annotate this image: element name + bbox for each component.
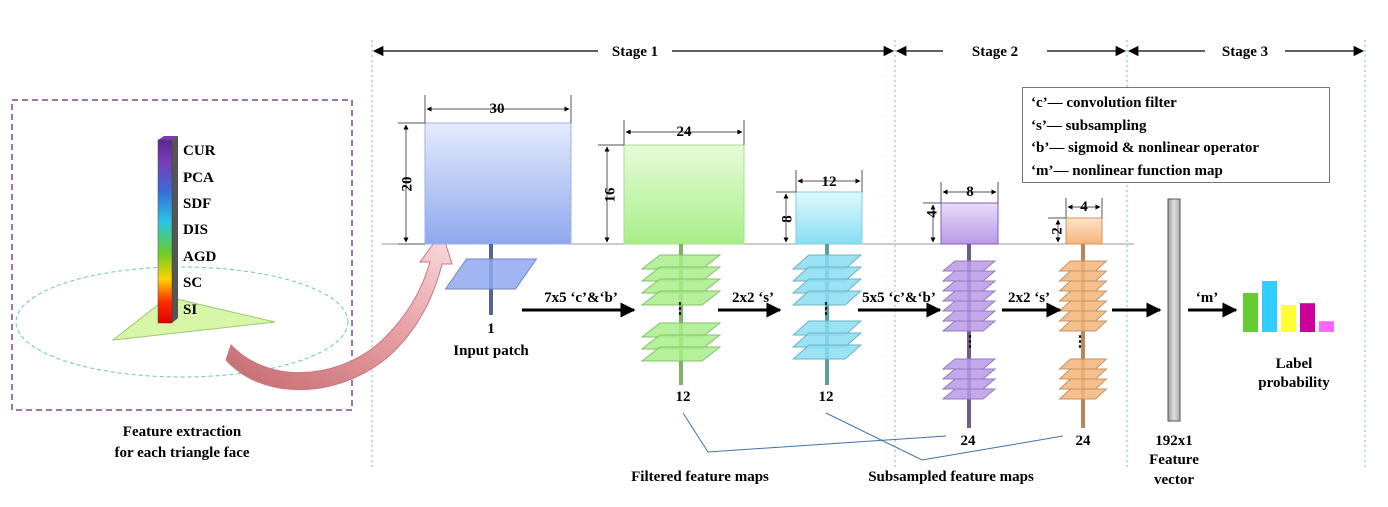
dimension-lines — [398, 95, 1103, 245]
op-map-label: ‘m’ — [1195, 290, 1219, 306]
sub2-width-label: 4 — [1080, 199, 1088, 215]
sub2-layer — [1058, 378, 1108, 390]
input-map — [424, 122, 572, 245]
sub2-layer — [1058, 310, 1108, 322]
feature-bar-side — [172, 136, 178, 323]
feature-vector-bar — [1167, 198, 1181, 422]
sub2-count: 24 — [1075, 433, 1091, 449]
conv2-layer — [941, 300, 997, 312]
conv2-layer — [941, 270, 997, 282]
sub1-map — [795, 191, 863, 245]
conv2-map — [940, 202, 999, 245]
legend-item: ‘m’— nonlinear function map — [1031, 162, 1223, 179]
op-conv2-label: 5x5 ‘c’&‘b’ — [862, 290, 936, 306]
stage-3-label: Stage 3 — [1221, 44, 1269, 60]
filtered-maps-label: Filtered feature maps — [631, 469, 769, 485]
feature-caption-line1: Feature extraction — [122, 424, 242, 440]
feature-label: PCA — [183, 170, 214, 186]
probability-bar — [1243, 293, 1258, 332]
probability-bars — [1243, 281, 1334, 332]
sub2-layer — [1058, 358, 1108, 370]
feature-label: DIS — [183, 222, 209, 238]
conv1-height-label: 16 — [602, 187, 619, 203]
conv2-height-label: 4 — [924, 210, 941, 218]
curved-arrow — [225, 230, 453, 391]
sub2-map — [1065, 217, 1103, 245]
sub2-layer — [1058, 270, 1108, 282]
conv1-layer — [640, 290, 722, 306]
label-probability-label: probability — [1258, 375, 1330, 391]
sub2-layer — [1058, 320, 1108, 332]
sub2-layer — [1058, 368, 1108, 380]
sub1-layer — [791, 344, 863, 360]
conv2-layer — [941, 310, 997, 322]
conv2-width-label: 8 — [966, 184, 974, 200]
conv2-layer — [941, 388, 997, 400]
conv2-layer — [941, 290, 997, 302]
sub2-layer — [1058, 260, 1108, 272]
legend-item: ‘s’— subsampling — [1031, 117, 1147, 134]
legend-item: ‘c’— convolution filter — [1031, 95, 1177, 111]
conv2-layer — [941, 320, 997, 332]
feature-vector-size: 192x1 — [1155, 433, 1193, 449]
input-layer — [444, 258, 538, 290]
connector-lines — [682, 412, 1064, 461]
stack-ellipsis: ⋮ — [962, 334, 978, 350]
probability-bar — [1281, 305, 1296, 332]
sub2-layer — [1058, 300, 1108, 312]
feature-label: CUR — [183, 143, 216, 159]
layer-stacks — [444, 244, 1108, 428]
feature-bar-top — [158, 136, 178, 140]
stack-ellipsis: ⋮ — [818, 301, 834, 317]
subsampled-maps-label: Subsampled feature maps — [868, 469, 1034, 485]
triangle-face-ellipse — [15, 266, 349, 378]
conv2-layer — [941, 280, 997, 292]
stack-ellipsis: ⋮ — [672, 301, 688, 317]
input-patch-label: Input patch — [453, 343, 529, 359]
op-conv1-label: 7x5 ‘c’&‘b’ — [544, 290, 618, 306]
conv2-layer — [941, 368, 997, 380]
label-probability-label: Label — [1275, 356, 1313, 372]
feature-label: SC — [183, 275, 203, 291]
sub2-height-label: 2 — [1049, 227, 1066, 235]
sub2-layer — [1058, 290, 1108, 302]
conv1-count: 12 — [675, 389, 691, 405]
feature-vector-label: Feature — [1149, 452, 1199, 468]
feature-label: AGD — [183, 249, 217, 265]
probability-bar — [1319, 321, 1334, 332]
stage-2-label: Stage 2 — [971, 44, 1019, 60]
legend-item: ‘b’— sigmoid & nonlinear operator — [1031, 140, 1260, 156]
legend: ‘c’— convolution filter ‘s’— subsampling… — [1022, 87, 1330, 183]
conv2-layer — [941, 260, 997, 272]
feature-label: SI — [183, 302, 198, 318]
sub2-layer — [1058, 280, 1108, 292]
feature-label: SDF — [183, 196, 212, 212]
op-sub2-label: 2x2 ‘s’ — [1007, 290, 1051, 306]
input-width-label: 30 — [489, 101, 505, 117]
sub2-layer — [1058, 388, 1108, 400]
feature-caption-line2: for each triangle face — [114, 445, 250, 461]
feature-extraction-box — [11, 99, 353, 411]
stage-1-label: Stage 1 — [611, 44, 659, 60]
sub1-layer — [791, 290, 863, 306]
op-sub1-label: 2x2 ‘s’ — [731, 290, 775, 306]
conv2-count: 24 — [960, 433, 976, 449]
conv1-map — [623, 144, 745, 245]
input-count: 1 — [487, 321, 495, 337]
feature-vector-label: vector — [1154, 472, 1194, 488]
triangle-face — [111, 296, 276, 341]
sub1-height-label: 8 — [779, 215, 796, 223]
probability-bar — [1300, 303, 1315, 332]
conv1-width-label: 24 — [676, 124, 692, 140]
sub1-count: 12 — [818, 389, 834, 405]
probability-bar — [1262, 281, 1277, 332]
input-height-label: 20 — [399, 176, 416, 192]
stack-ellipsis: ⋮ — [1072, 334, 1088, 350]
sub1-width-label: 12 — [821, 174, 837, 190]
conv2-layer — [941, 358, 997, 370]
feature-bar — [157, 139, 173, 324]
conv2-layer — [941, 378, 997, 390]
conv1-layer — [640, 346, 722, 362]
